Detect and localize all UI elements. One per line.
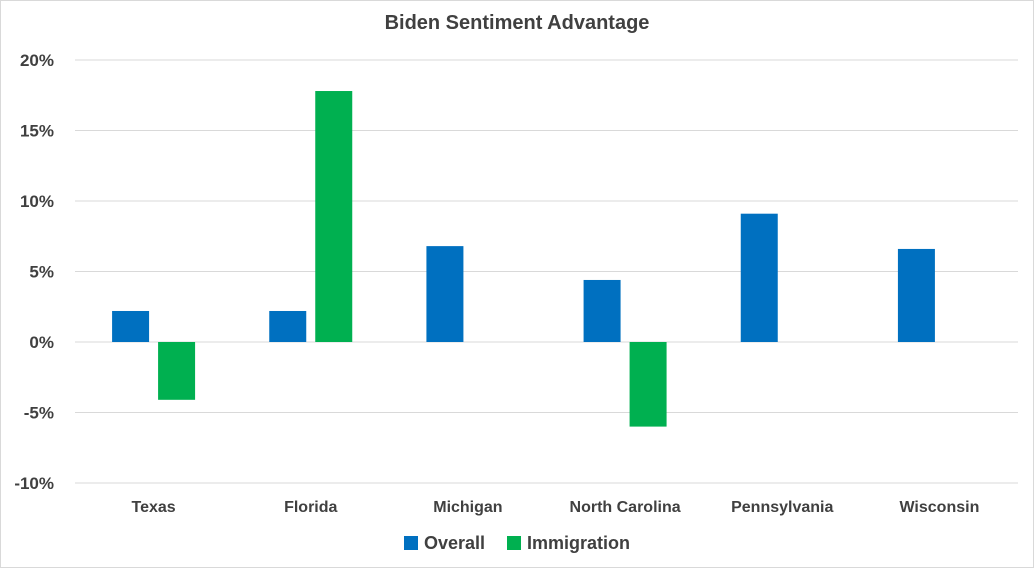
chart-title: Biden Sentiment Advantage (384, 12, 650, 34)
y-tick-label: -5% (24, 404, 54, 423)
legend-item-overall: Overall (403, 532, 486, 554)
bar-overall-north-carolina (583, 279, 621, 342)
y-tick-label: 10% (20, 192, 54, 211)
y-tick-label: 5% (29, 263, 54, 282)
x-category-label-wisconsin: Wisconsin (899, 499, 979, 516)
bar-immigration-florida (315, 91, 353, 343)
y-tick-label: -10% (14, 474, 54, 493)
bar-overall-michigan (426, 246, 464, 342)
x-category-label-michigan: Michigan (433, 499, 502, 516)
legend-label-immigration: Immigration (527, 532, 631, 553)
bar-overall-texas (112, 310, 150, 342)
y-tick-label: 20% (20, 51, 54, 70)
bar-overall-wisconsin (897, 248, 935, 342)
bar-overall-florida (269, 310, 307, 342)
y-tick-label: 15% (20, 122, 54, 141)
x-category-label-north-carolina: North Carolina (570, 499, 681, 516)
x-axis-categories: Texas Florida Michigan North Carolina Pennsy… (131, 499, 979, 516)
legend: Overall Immigration (0, 531, 1034, 555)
bar-immigration-texas (158, 342, 196, 400)
legend-item-immigration: Immigration (507, 533, 630, 554)
x-category-label-florida: Florida (284, 499, 337, 516)
bar-immigration-north-carolina (629, 342, 667, 427)
x-category-label-texas: Texas (131, 499, 175, 516)
bars (112, 91, 935, 427)
gridlines (75, 59, 1018, 484)
y-tick-label: 0% (29, 333, 54, 352)
x-category-label-pennsylvania: Pennsylvania (731, 499, 833, 516)
legend-swatch-overall (403, 536, 418, 550)
legend-swatch-immigration (507, 536, 522, 550)
legend-label-overall: Overall (423, 532, 486, 553)
bar-overall-pennsylvania (740, 213, 778, 342)
y-axis-ticks: 20% 15% 10% 5% 0% -5% -10% (14, 51, 54, 493)
